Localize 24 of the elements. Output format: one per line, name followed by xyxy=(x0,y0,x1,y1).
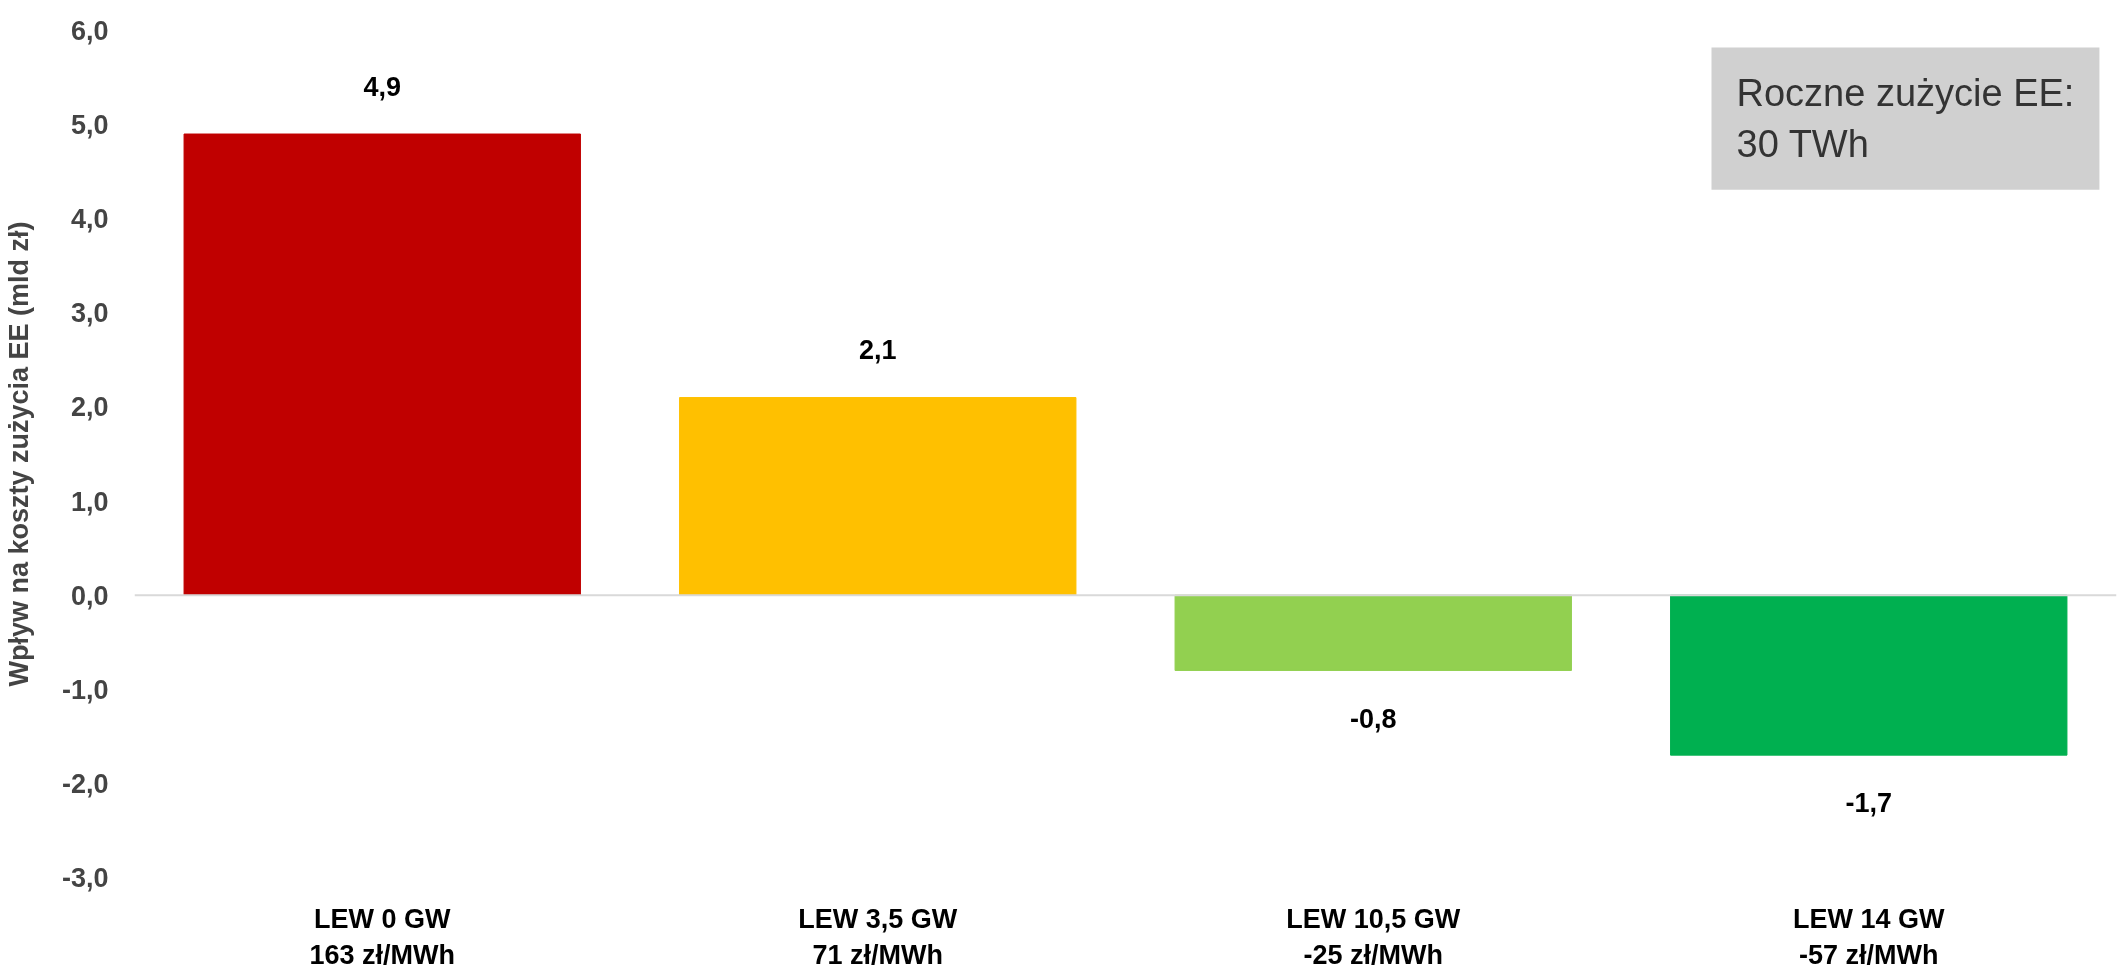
y-tick-label: 3,0 xyxy=(70,298,109,329)
x-tick-label: LEW 14 GW -57 zł/MWh xyxy=(1793,903,1946,970)
y-tick-label: -3,0 xyxy=(61,863,109,893)
y-tick-label: 6,0 xyxy=(70,16,109,46)
y-tick-label: 2,0 xyxy=(70,392,109,423)
data-label: -1,7 xyxy=(1845,788,1893,819)
y-axis-title: Wpływ na koszty zużycia EE (mld zł) xyxy=(3,221,34,687)
y-tick-label: 0,0 xyxy=(70,580,109,611)
y-tick-label: -1,0 xyxy=(61,674,109,705)
data-label: 4,9 xyxy=(363,71,402,102)
x-tick-label: LEW 0 GW 163 zł/MWh xyxy=(309,903,456,970)
y-tick-label: 4,0 xyxy=(70,204,109,235)
y-tick-label: -2,0 xyxy=(61,768,109,799)
bar xyxy=(183,133,581,596)
x-tick-label: LEW 10,5 GW -25 zł/MWh xyxy=(1286,903,1461,970)
bar xyxy=(679,397,1077,596)
y-tick-label: 5,0 xyxy=(70,110,109,141)
data-label: 2,1 xyxy=(858,335,897,366)
data-label: -0,8 xyxy=(1349,703,1397,734)
annotation: Roczne zużycie EE: 30 TWh xyxy=(1736,72,2075,165)
bar xyxy=(1670,594,2068,756)
y-tick-label: 1,0 xyxy=(70,486,109,517)
bar xyxy=(1174,594,1572,671)
x-tick-label: LEW 3,5 GW 71 zł/MWh xyxy=(798,903,958,970)
